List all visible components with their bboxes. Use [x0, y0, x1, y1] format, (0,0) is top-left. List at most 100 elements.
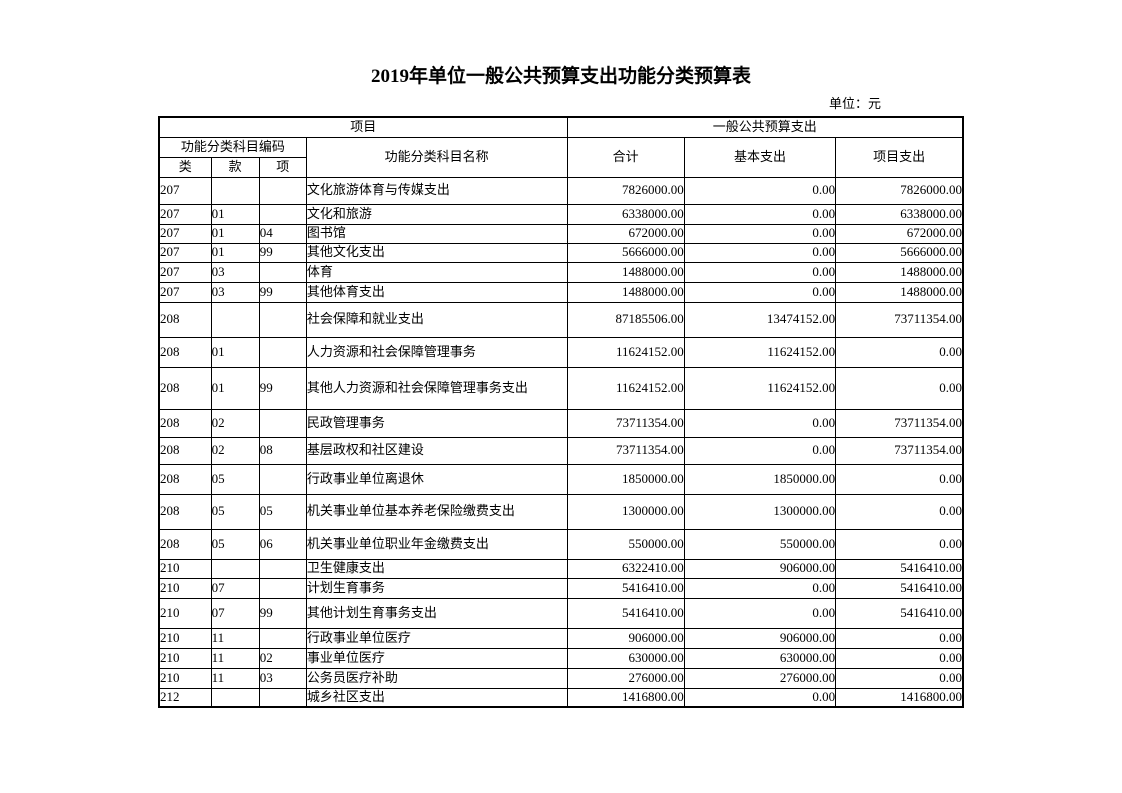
code-class-cell: 208 — [158, 528, 212, 560]
subject-name-cell: 行政事业单位医疗 — [305, 627, 568, 649]
total-amount-cell: 6338000.00 — [566, 203, 685, 225]
basic-amount-cell: 276000.00 — [683, 667, 837, 689]
project-amount-cell: 1416800.00 — [835, 687, 964, 708]
code-section-cell: 02 — [210, 408, 260, 438]
basic-amount-cell: 11624152.00 — [683, 336, 837, 368]
total-amount-cell: 87185506.00 — [566, 301, 685, 338]
basic-amount-cell: 0.00 — [683, 261, 837, 283]
code-class-cell: 208 — [158, 408, 212, 438]
table-row: 207 01 04 图书馆 672000.00 0.00 672000.00 — [158, 223, 964, 244]
project-amount-cell: 7826000.00 — [835, 176, 964, 205]
code-section-cell: 02 — [210, 436, 260, 465]
code-item-cell — [258, 261, 307, 283]
project-amount-cell: 0.00 — [835, 463, 964, 495]
code-section-cell: 01 — [210, 242, 260, 263]
header-total-column: 合计 — [566, 136, 685, 178]
code-class-cell: 210 — [158, 647, 212, 669]
header-row-columns: 功能分类科目编码 功能分类科目名称 合计 基本支出 项目支出 — [158, 136, 964, 178]
total-amount-cell: 73711354.00 — [566, 408, 685, 438]
subject-name-cell: 社会保障和就业支出 — [305, 301, 568, 338]
project-amount-cell: 6338000.00 — [835, 203, 964, 225]
code-class-cell: 208 — [158, 493, 212, 530]
project-amount-cell: 0.00 — [835, 647, 964, 669]
basic-amount-cell: 0.00 — [683, 597, 837, 629]
code-class-cell: 207 — [158, 261, 212, 283]
code-section-cell: 05 — [210, 493, 260, 530]
code-class-cell: 210 — [158, 597, 212, 629]
code-section-cell: 01 — [210, 366, 260, 410]
code-section-cell: 11 — [210, 647, 260, 669]
unit-label: 单位：元 — [829, 96, 882, 111]
project-amount-cell: 0.00 — [835, 336, 964, 368]
table-row: 207 01 文化和旅游 6338000.00 0.00 6338000.00 — [158, 203, 964, 225]
total-amount-cell: 630000.00 — [566, 647, 685, 669]
header-section-column: 款 — [210, 156, 260, 178]
subject-name-cell: 其他人力资源和社会保障管理事务支出 — [305, 366, 568, 410]
basic-amount-cell: 0.00 — [683, 203, 837, 225]
project-amount-cell: 0.00 — [835, 667, 964, 689]
table-row: 208 05 行政事业单位离退休 1850000.00 1850000.00 0… — [158, 463, 964, 495]
basic-amount-cell: 1850000.00 — [683, 463, 837, 495]
header-basic-column: 基本支出 — [683, 136, 837, 178]
code-item-cell: 99 — [258, 366, 307, 410]
subject-name-cell: 体育 — [305, 261, 568, 283]
table-row: 207 文化旅游体育与传媒支出 7826000.00 0.00 7826000.… — [158, 176, 964, 205]
code-item-cell — [258, 176, 307, 205]
header-budget-group: 一般公共预算支出 — [566, 116, 964, 138]
total-amount-cell: 1850000.00 — [566, 463, 685, 495]
subject-name-cell: 城乡社区支出 — [305, 687, 568, 708]
table-row: 208 01 99 其他人力资源和社会保障管理事务支出 11624152.00 … — [158, 366, 964, 410]
total-amount-cell: 1488000.00 — [566, 261, 685, 283]
code-item-cell: 05 — [258, 493, 307, 530]
basic-amount-cell: 0.00 — [683, 223, 837, 244]
subject-name-cell: 机关事业单位基本养老保险缴费支出 — [305, 493, 568, 530]
subject-name-cell: 其他计划生育事务支出 — [305, 597, 568, 629]
subject-name-cell: 人力资源和社会保障管理事务 — [305, 336, 568, 368]
code-section-cell: 01 — [210, 203, 260, 225]
code-class-cell: 210 — [158, 577, 212, 599]
table-row: 208 01 人力资源和社会保障管理事务 11624152.00 1162415… — [158, 336, 964, 368]
total-amount-cell: 11624152.00 — [566, 366, 685, 410]
code-section-cell: 11 — [210, 627, 260, 649]
project-amount-cell: 5416410.00 — [835, 577, 964, 599]
project-amount-cell: 0.00 — [835, 493, 964, 530]
code-class-cell: 208 — [158, 336, 212, 368]
code-section-cell: 07 — [210, 597, 260, 629]
table-row: 208 05 05 机关事业单位基本养老保险缴费支出 1300000.00 13… — [158, 493, 964, 530]
basic-amount-cell: 906000.00 — [683, 558, 837, 579]
total-amount-cell: 5666000.00 — [566, 242, 685, 263]
subject-name-cell: 文化和旅游 — [305, 203, 568, 225]
subject-name-cell: 民政管理事务 — [305, 408, 568, 438]
total-amount-cell: 5416410.00 — [566, 597, 685, 629]
basic-amount-cell: 11624152.00 — [683, 366, 837, 410]
table-body: 207 文化旅游体育与传媒支出 7826000.00 0.00 7826000.… — [158, 176, 964, 708]
code-item-cell: 04 — [258, 223, 307, 244]
code-item-cell: 99 — [258, 242, 307, 263]
code-section-cell — [210, 558, 260, 579]
total-amount-cell: 7826000.00 — [566, 176, 685, 205]
code-section-cell: 01 — [210, 223, 260, 244]
total-amount-cell: 6322410.00 — [566, 558, 685, 579]
basic-amount-cell: 906000.00 — [683, 627, 837, 649]
code-item-cell — [258, 463, 307, 495]
code-section-cell: 11 — [210, 667, 260, 689]
code-section-cell: 03 — [210, 261, 260, 283]
basic-amount-cell: 0.00 — [683, 436, 837, 465]
project-amount-cell: 0.00 — [835, 366, 964, 410]
total-amount-cell: 1416800.00 — [566, 687, 685, 708]
code-item-cell — [258, 301, 307, 338]
code-class-cell: 207 — [158, 223, 212, 244]
code-item-cell — [258, 577, 307, 599]
project-amount-cell: 73711354.00 — [835, 301, 964, 338]
code-class-cell: 208 — [158, 463, 212, 495]
project-amount-cell: 0.00 — [835, 528, 964, 560]
subject-name-cell: 其他文化支出 — [305, 242, 568, 263]
header-name-column: 功能分类科目名称 — [305, 136, 568, 178]
header-row-groups: 项目 一般公共预算支出 — [158, 116, 964, 138]
page-title: 2019年单位一般公共预算支出功能分类预算表 — [370, 66, 751, 87]
subject-name-cell: 图书馆 — [305, 223, 568, 244]
code-item-cell — [258, 627, 307, 649]
table-row: 208 社会保障和就业支出 87185506.00 13474152.00 73… — [158, 301, 964, 338]
code-class-cell: 208 — [158, 436, 212, 465]
table-row: 208 02 民政管理事务 73711354.00 0.00 73711354.… — [158, 408, 964, 438]
